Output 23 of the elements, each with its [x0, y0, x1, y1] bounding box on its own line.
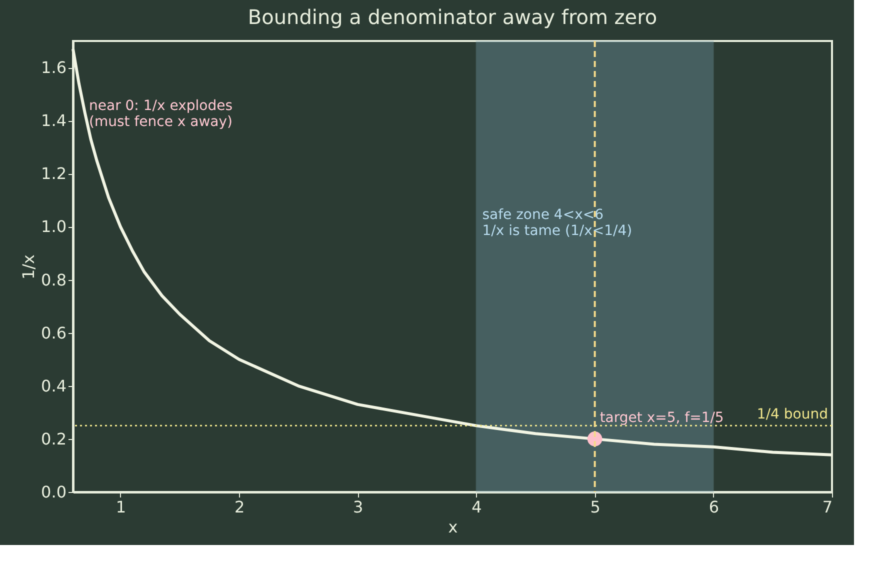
y-tick-label: 1.0	[41, 217, 66, 236]
ref-line-label: 1/4 bound	[756, 406, 828, 423]
annotation: target x=5, f=1/5	[600, 410, 724, 426]
y-tick-label: 1.2	[41, 164, 66, 184]
chart-title: Bounding a denominator away from zero	[248, 5, 658, 29]
x-tick-label: 6	[708, 498, 719, 516]
x-tick-label: 2	[234, 498, 245, 516]
x-tick-label: 1	[116, 498, 126, 516]
y-tick-label: 1.4	[41, 111, 66, 130]
y-tick-label: 0.0	[41, 482, 66, 502]
x-axis-title: x	[448, 518, 458, 536]
y-tick-label: 0.4	[41, 376, 66, 396]
band-label: safe zone 4<x<6 1/x is tame (1/x<1/4)	[482, 206, 632, 239]
x-tick-label: 7	[822, 498, 832, 516]
y-axis-title: 1/x	[19, 254, 38, 280]
y-tick-label: 0.8	[41, 270, 66, 290]
x-tick-label: 4	[472, 498, 482, 516]
y-tick-label: 0.2	[41, 429, 66, 448]
annotation: near 0: 1/x explodes (must fence x away)	[89, 98, 232, 130]
y-tick-label: 0.6	[41, 323, 66, 342]
y-tick-label: 1.6	[41, 58, 66, 78]
x-tick-label: 5	[590, 498, 600, 516]
x-tick-label: 3	[353, 498, 364, 516]
